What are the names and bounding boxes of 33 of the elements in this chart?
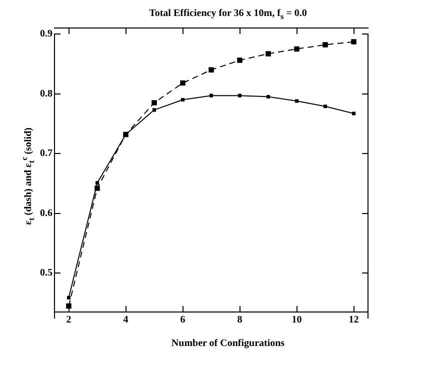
x-tick-label: 12 — [348, 314, 359, 326]
y-tick-label: 0.9 — [40, 28, 52, 40]
chart-title: Total Efficiency for 36 x 10m, f$_{s}$ = 0.0 — [148, 8, 308, 21]
y-tick-label: 0.8 — [40, 88, 52, 100]
y-tick-label: 0.6 — [40, 208, 52, 219]
x-axis-title: Number of Configurations — [170, 338, 286, 349]
point — [66, 296, 71, 300]
point — [152, 100, 157, 106]
x-tick-label: 8 — [237, 314, 242, 326]
point — [323, 104, 328, 108]
point — [94, 186, 100, 191]
point — [294, 46, 300, 52]
point — [95, 181, 100, 185]
point — [352, 112, 356, 116]
x-tick-label: 2 — [66, 314, 72, 326]
point — [208, 67, 214, 72]
point — [209, 94, 214, 98]
point — [66, 303, 72, 309]
x-tick-label: 6 — [180, 314, 186, 326]
point — [237, 58, 242, 63]
point — [238, 94, 242, 98]
x-tick-label: 4 — [123, 314, 128, 326]
y-tick-label: 0.7 — [40, 148, 52, 160]
point — [180, 98, 185, 102]
point — [266, 95, 270, 99]
point — [294, 99, 299, 103]
point — [180, 80, 186, 86]
point — [351, 39, 356, 44]
point — [152, 108, 156, 112]
y-tick-label: 0.5 — [40, 268, 52, 279]
x-tick-label: 10 — [292, 314, 302, 326]
point — [322, 42, 328, 48]
point — [266, 51, 271, 56]
